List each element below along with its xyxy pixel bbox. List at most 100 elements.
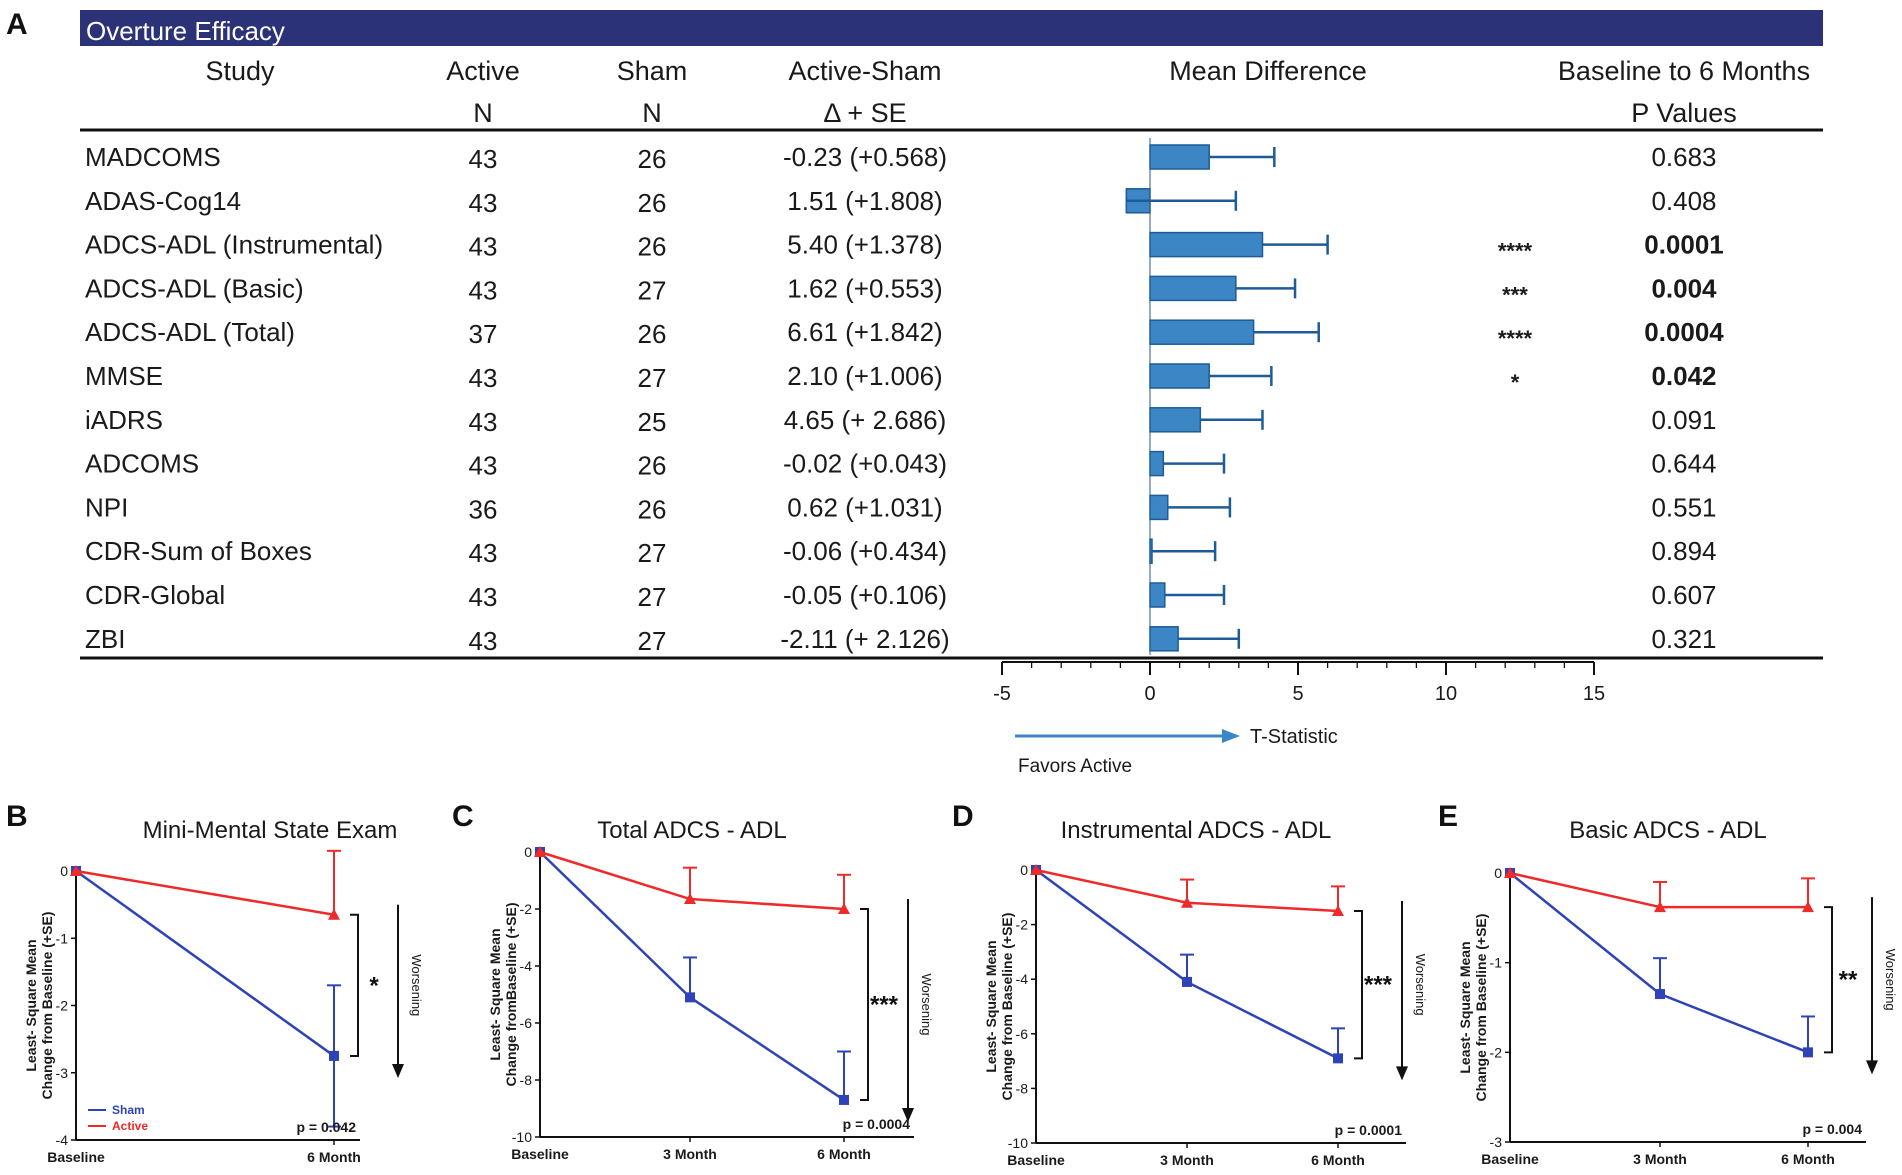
panel-b: B Mini-Mental State Exam 0 -1 -2 -3 -4 Least- S… [6, 800, 424, 1165]
x-tick-label: Baseline [511, 1146, 569, 1162]
row-study: ADCOMS [85, 449, 199, 479]
y-axis-label-line1: Least- Square Mean [1457, 941, 1473, 1073]
row-active-n: 43 [469, 363, 498, 393]
row-delta-se: 6.61 (+1.842) [787, 317, 942, 347]
row-p-value: 0.683 [1651, 142, 1716, 172]
y-tick-label: -3 [56, 1065, 69, 1081]
mean-difference-bar [1149, 319, 1255, 345]
t-statistic-axis: -5 0 5 10 15 [993, 661, 1605, 705]
axis-tick-label: 5 [1292, 683, 1303, 705]
row-study: iADRS [85, 405, 163, 435]
worsening-label: Worsening [919, 974, 934, 1036]
row-p-value: 0.644 [1651, 449, 1716, 479]
row-delta-se: -0.02 (+0.043) [783, 449, 947, 479]
x-tick-label: Baseline [1481, 1151, 1539, 1167]
mean-difference-bar [1149, 363, 1210, 389]
significance-bracket [350, 913, 359, 1057]
significance-stars: *** [1364, 972, 1393, 999]
y-tick-label: -1 [1490, 955, 1503, 971]
row-study: ADAS-Cog14 [85, 186, 241, 216]
panel-e: E Basic ADCS - ADL 0 -1 -2 -3 Least- Square Me… [1438, 800, 1898, 1167]
y-tick-label: -4 [520, 958, 533, 974]
row-p-value: 0.321 [1651, 624, 1716, 654]
y-tick-label: 0 [1494, 865, 1502, 881]
x-tick-label: 6 Month [817, 1146, 871, 1162]
favors-active-label: Favors Active [1018, 756, 1132, 777]
favors-active-arrow-head [1222, 729, 1240, 743]
legend-label-active: Active [112, 1119, 148, 1133]
row-study: CDR-Sum of Boxes [85, 536, 312, 566]
row-p-value: 0.004 [1651, 273, 1717, 303]
subheader-sham-n: N [642, 98, 662, 128]
panel-d: D Instrumental ADCS - ADL 0 -2 -4 -6 -8 -10 Leas… [952, 800, 1428, 1168]
y-axis-label-line1: Least- Square Mean [23, 939, 39, 1071]
row-delta-se: -0.06 (+0.434) [783, 536, 947, 566]
y-tick-label: -4 [1016, 971, 1029, 987]
row-active-n: 43 [469, 407, 498, 437]
row-study: MMSE [85, 361, 163, 391]
row-p-value: 0.408 [1651, 186, 1716, 216]
row-study: ADCS-ADL (Instrumental) [85, 230, 383, 260]
row-delta-se: 5.40 (+1.378) [787, 230, 942, 260]
series-point-sham [1182, 976, 1192, 987]
mean-difference-bar [1149, 450, 1165, 477]
series-point-active [1654, 901, 1666, 913]
y-tick-label: 0 [1020, 862, 1028, 878]
row-significance-stars: **** [1498, 239, 1533, 264]
series-point-active [70, 865, 82, 876]
row-active-n: 43 [469, 626, 498, 656]
significance-bracket [1824, 906, 1833, 1054]
y-tick-label: -10 [1008, 1135, 1028, 1151]
chart-title: Total ADCS - ADL [597, 817, 786, 844]
y-tick-label: 0 [60, 863, 68, 879]
row-active-n: 36 [469, 494, 498, 524]
row-active-n: 43 [469, 582, 498, 612]
row-sham-n: 27 [638, 363, 667, 393]
row-study: ADCS-ADL (Basic) [85, 273, 304, 303]
x-tick-label: 6 Month [1781, 1151, 1835, 1167]
row-study: ZBI [85, 624, 125, 654]
panel-letter-a: A [6, 8, 28, 41]
series-point-active [1332, 904, 1344, 916]
mean-difference-bar [1149, 275, 1237, 302]
subheader-delta-se: Δ + SE [823, 98, 906, 128]
panel-letter-c: C [452, 800, 474, 833]
significance-bracket [860, 908, 869, 1101]
row-sham-n: 26 [638, 494, 667, 524]
x-tick-label: 6 Month [1311, 1152, 1365, 1168]
row-delta-se: -0.05 (+0.106) [783, 580, 947, 610]
row-delta-se: 4.65 (+ 2.686) [784, 405, 947, 435]
col-header-sham: Sham [617, 56, 688, 86]
series-point-sham [1655, 989, 1665, 1000]
row-delta-se: -2.11 (+ 2.126) [780, 624, 949, 654]
y-tick-label: -6 [1016, 1026, 1029, 1042]
subheader-active-n: N [473, 98, 493, 128]
row-p-value: 0.607 [1651, 580, 1716, 610]
y-tick-label: -2 [1490, 1044, 1503, 1060]
row-active-n: 43 [469, 232, 498, 262]
col-header-active: Active [446, 56, 520, 86]
axis-tick-label: 15 [1583, 683, 1605, 705]
series-point-sham [1803, 1047, 1813, 1058]
series-point-sham [685, 992, 695, 1003]
worsening-arrow-head [902, 1107, 914, 1122]
series-line-sham [539, 851, 845, 1101]
series-point-sham [1333, 1053, 1343, 1064]
row-delta-se: 1.62 (+0.553) [787, 273, 942, 303]
worsening-label: Worsening [409, 954, 424, 1016]
y-axis-label-line2: Change from Baseline (+SE) [1473, 914, 1489, 1102]
series-line-active [75, 869, 335, 916]
panel-c: C Total ADCS - ADL 0 -2 -4 -6 -8 -10 Least- Squa… [452, 800, 934, 1162]
row-study: MADCOMS [85, 142, 221, 172]
row-p-value: 0.894 [1651, 536, 1716, 566]
axis-tick-label: 0 [1144, 683, 1155, 705]
row-active-n: 43 [469, 451, 498, 481]
row-sham-n: 26 [638, 188, 667, 218]
y-axis-label-line2: Change from Baseline (+SE) [39, 912, 55, 1100]
col-header-active-sham: Active-Sham [788, 56, 941, 86]
series-point-active [838, 903, 850, 914]
worsening-arrow-head [1866, 1060, 1878, 1075]
row-active-n: 43 [469, 188, 498, 218]
table-title-band [80, 10, 1823, 46]
